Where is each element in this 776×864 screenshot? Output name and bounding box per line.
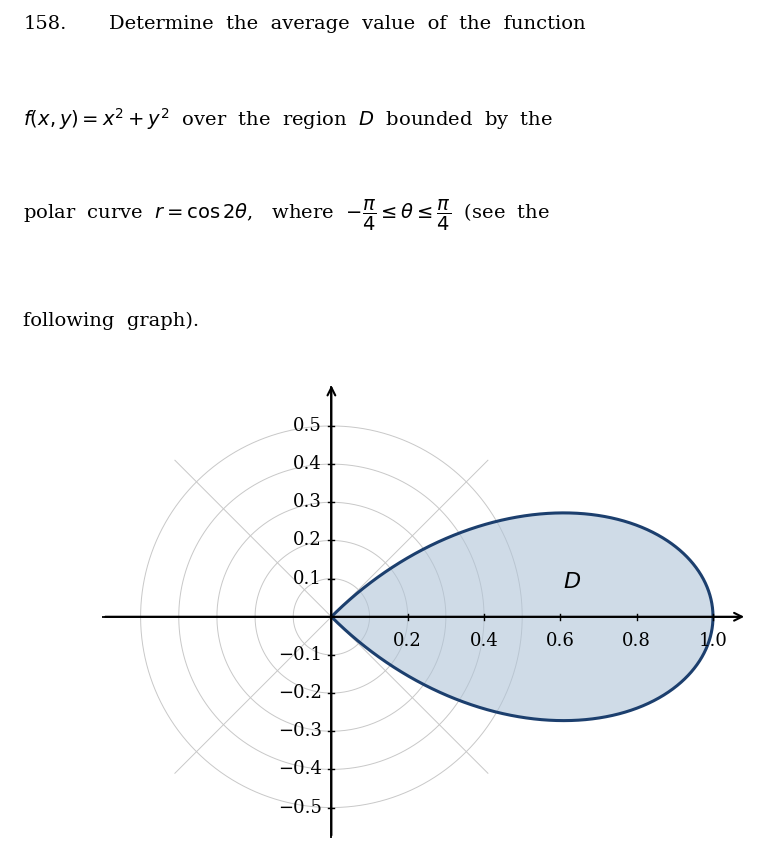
Text: 0.2: 0.2: [393, 632, 422, 650]
Text: 0.4: 0.4: [293, 455, 322, 473]
Text: 0.5: 0.5: [293, 417, 322, 435]
Text: 0.8: 0.8: [622, 632, 651, 650]
Text: 1.0: 1.0: [698, 632, 727, 650]
Text: following  graph).: following graph).: [23, 312, 199, 330]
Text: 0.1: 0.1: [293, 569, 322, 588]
Text: 0.6: 0.6: [546, 632, 575, 650]
Text: $\mathit{D}$: $\mathit{D}$: [563, 571, 581, 594]
Text: 0.4: 0.4: [469, 632, 498, 650]
Text: $f(x, y) = x^2 + y^2$  over  the  region  $D$  bounded  by  the: $f(x, y) = x^2 + y^2$ over the region $D…: [23, 106, 553, 132]
Text: Determine  the  average  value  of  the  function: Determine the average value of the funct…: [109, 16, 585, 33]
Text: −0.2: −0.2: [278, 684, 322, 702]
Text: −0.1: −0.1: [278, 646, 322, 664]
Text: 158.: 158.: [23, 16, 67, 33]
Text: −0.4: −0.4: [278, 760, 322, 778]
Text: −0.5: −0.5: [278, 798, 322, 816]
Text: polar  curve  $r = \cos 2\theta$,   where  $-\dfrac{\pi}{4} \leq \theta \leq \df: polar curve $r = \cos 2\theta$, where $-…: [23, 198, 550, 232]
Polygon shape: [331, 513, 713, 721]
Text: 0.2: 0.2: [293, 531, 322, 550]
Text: −0.3: −0.3: [278, 722, 322, 740]
Text: 0.3: 0.3: [293, 493, 322, 511]
